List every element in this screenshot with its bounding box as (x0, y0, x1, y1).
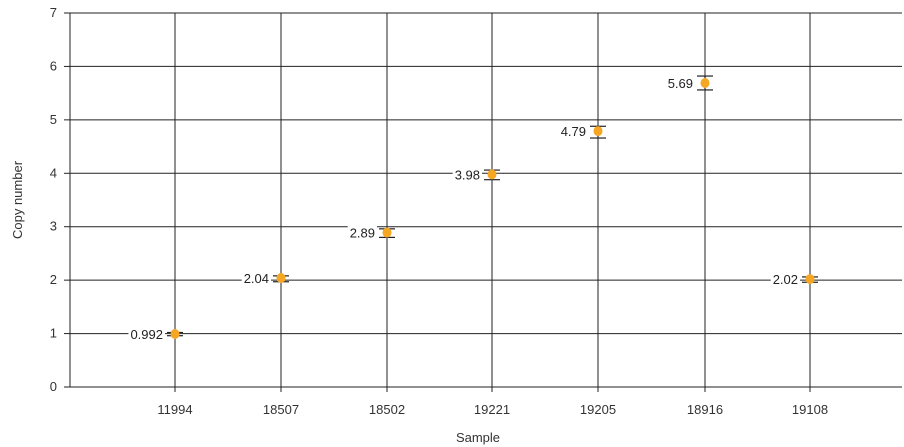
data-point-group (484, 169, 500, 181)
y-tick-label: 5 (50, 112, 57, 127)
y-tick-label: 6 (50, 58, 57, 73)
data-point (170, 328, 180, 339)
data-labels: 0.992 2.04 2.89 3.98 4.79 5.69 2.02 (128, 75, 800, 342)
y-tick-label: 4 (50, 165, 57, 180)
data-label-background (241, 271, 271, 287)
data-point-group (802, 274, 818, 285)
x-tick-label: 19108 (792, 402, 828, 417)
y-tick-label: 3 (50, 219, 57, 234)
axes (64, 12, 902, 388)
y-tick-label: 1 (50, 326, 57, 341)
y-tick-label: 2 (50, 272, 57, 287)
data-point-group (273, 273, 289, 284)
data-label: 2.04 (244, 271, 269, 286)
y-tick-labels: 0 1 2 3 4 5 6 7 (50, 5, 57, 394)
x-tick-label: 18507 (263, 402, 299, 417)
y-axis-title: Copy number (10, 160, 25, 239)
data-label-background (665, 75, 695, 91)
data-point (276, 273, 286, 284)
data-points (167, 75, 818, 339)
data-point (700, 77, 710, 88)
x-tick-label: 19221 (474, 402, 510, 417)
data-label: 2.89 (350, 226, 375, 241)
data-label: 2.02 (773, 272, 798, 287)
data-point (805, 274, 815, 285)
data-label-background (770, 272, 800, 288)
data-label: 5.69 (668, 76, 693, 91)
y-tick-label: 0 (50, 379, 57, 394)
grid-lines (70, 12, 902, 392)
data-label-background (558, 124, 588, 140)
x-tick-label: 18502 (369, 402, 405, 417)
x-tick-label: 11994 (157, 402, 192, 417)
data-label-background (452, 167, 482, 183)
x-tick-labels: 11994 18507 18502 19221 19205 18916 19108 (157, 402, 828, 417)
data-point-group (167, 328, 183, 339)
data-label-background (128, 326, 165, 342)
data-point-group (379, 227, 395, 238)
y-tick-label: 7 (50, 5, 57, 20)
x-tick-label: 18916 (687, 402, 723, 417)
data-label: 0.992 (130, 327, 163, 342)
data-label-background (347, 225, 377, 241)
data-point-group (590, 125, 606, 139)
data-point (487, 169, 497, 180)
data-point-group (697, 75, 713, 91)
data-label: 4.79 (561, 124, 586, 139)
x-tick-label: 19205 (580, 402, 616, 417)
data-point (593, 126, 603, 137)
data-point (382, 227, 392, 238)
data-label: 3.98 (455, 167, 480, 182)
x-axis-title: Sample (456, 430, 500, 445)
